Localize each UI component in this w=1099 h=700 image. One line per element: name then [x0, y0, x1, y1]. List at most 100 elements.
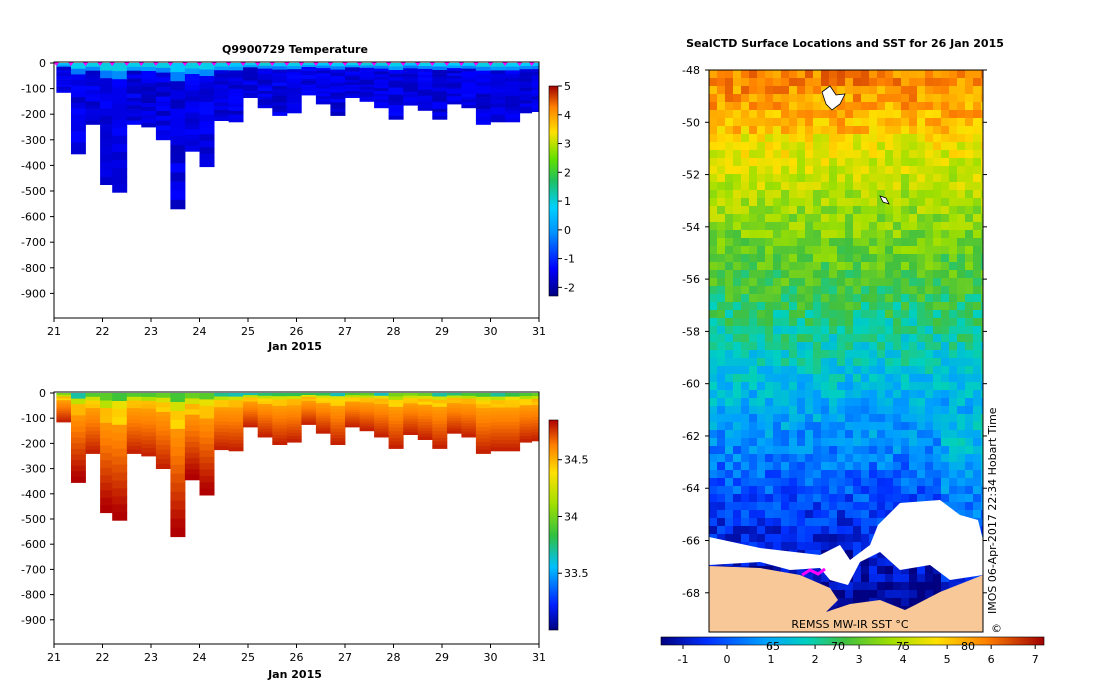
sst-cell — [941, 230, 950, 239]
section-cell — [330, 82, 346, 87]
section-cell — [531, 69, 540, 73]
sst-cell — [805, 438, 814, 447]
section-cell — [505, 110, 521, 115]
sst-cell — [773, 222, 782, 231]
sst-cell — [805, 174, 814, 183]
sst-cell — [725, 78, 734, 87]
section-cell — [100, 123, 113, 132]
sst-cell — [853, 526, 862, 535]
section-cell — [531, 90, 540, 94]
sst-cell — [877, 222, 886, 231]
sea-ice — [709, 500, 983, 585]
section-cell — [126, 120, 142, 125]
section-cell — [446, 415, 462, 419]
section-cell — [85, 438, 101, 443]
sst-cell — [893, 254, 902, 263]
sst-cell — [757, 350, 766, 359]
sst-cell — [741, 510, 750, 519]
sst-cell — [885, 390, 894, 399]
sst-cell — [837, 510, 846, 519]
sst-cell — [765, 254, 774, 263]
section-cell — [126, 109, 142, 114]
sst-cell — [845, 134, 854, 143]
section-cell — [403, 73, 419, 77]
sst-cell — [813, 574, 822, 583]
sst-cell — [749, 366, 758, 375]
section-cell — [490, 400, 506, 405]
sst-cell — [949, 318, 958, 327]
sst-cell — [797, 182, 806, 191]
sst-cell — [717, 438, 726, 447]
section-cell — [475, 101, 491, 106]
sst-cell — [885, 374, 894, 383]
sst-cell — [885, 158, 894, 167]
sst-cell — [829, 302, 838, 311]
sst-cell — [901, 310, 910, 319]
sst-cell — [773, 334, 782, 343]
sst-cell — [853, 214, 862, 223]
section-cell — [184, 107, 200, 114]
sst-cell — [853, 438, 862, 447]
section-cell — [155, 77, 171, 83]
section-cell — [155, 459, 171, 465]
section-cell — [100, 101, 113, 109]
section-cell — [374, 398, 389, 402]
sst-cell — [741, 470, 750, 479]
sst-cell — [869, 486, 878, 495]
section-cell — [388, 431, 404, 435]
sst-cell — [725, 174, 734, 183]
section-cell — [505, 96, 521, 101]
sst-cell — [957, 102, 966, 111]
sst-cell — [917, 462, 926, 471]
section-cell — [141, 440, 157, 445]
section-cell — [475, 93, 491, 98]
section-cell — [461, 404, 477, 408]
sst-cell — [813, 278, 822, 287]
section-cell — [519, 63, 533, 67]
sst-cell — [829, 422, 838, 431]
sst-cell — [837, 174, 846, 183]
sst-cell — [797, 206, 806, 215]
section-cell — [112, 111, 128, 120]
section-cell — [490, 81, 506, 86]
sst-cell — [869, 166, 878, 175]
sst-cell — [861, 278, 870, 287]
section-cell — [432, 80, 448, 85]
sst-cell — [741, 326, 750, 335]
sst-cell — [973, 166, 982, 175]
sst-cell — [733, 110, 742, 119]
copyright-symbol: © — [991, 622, 1002, 635]
sst-cell — [717, 134, 726, 143]
sst-cell — [789, 278, 798, 287]
sst-cell — [925, 342, 934, 351]
section-cell — [112, 135, 128, 145]
sst-cell — [869, 110, 878, 119]
section-cell — [475, 393, 491, 398]
section-cell — [374, 409, 389, 413]
section-cell — [141, 412, 157, 417]
sst-cell — [741, 118, 750, 127]
section-cell — [126, 396, 142, 401]
sst-cell — [885, 78, 894, 87]
section-cell — [257, 431, 273, 435]
section-cell — [490, 88, 506, 93]
sst-cell — [949, 390, 958, 399]
sst-cell — [869, 142, 878, 151]
sst-cell — [941, 406, 950, 415]
sst-cell — [733, 446, 742, 455]
antarctic-land — [709, 566, 983, 632]
section-cell — [505, 436, 521, 441]
section-cell — [228, 66, 244, 71]
section-cell — [257, 428, 273, 432]
section-cell — [531, 408, 540, 412]
x-tick-label: 23 — [144, 651, 158, 664]
sst-cell — [733, 126, 742, 135]
sst-cell — [893, 326, 902, 335]
section-cell — [56, 63, 72, 66]
section-cell — [345, 69, 360, 73]
section-cell — [461, 77, 477, 81]
section-cell — [141, 67, 157, 72]
sst-cell — [845, 590, 854, 599]
sst-cell — [757, 286, 766, 295]
section-cell — [286, 91, 302, 95]
